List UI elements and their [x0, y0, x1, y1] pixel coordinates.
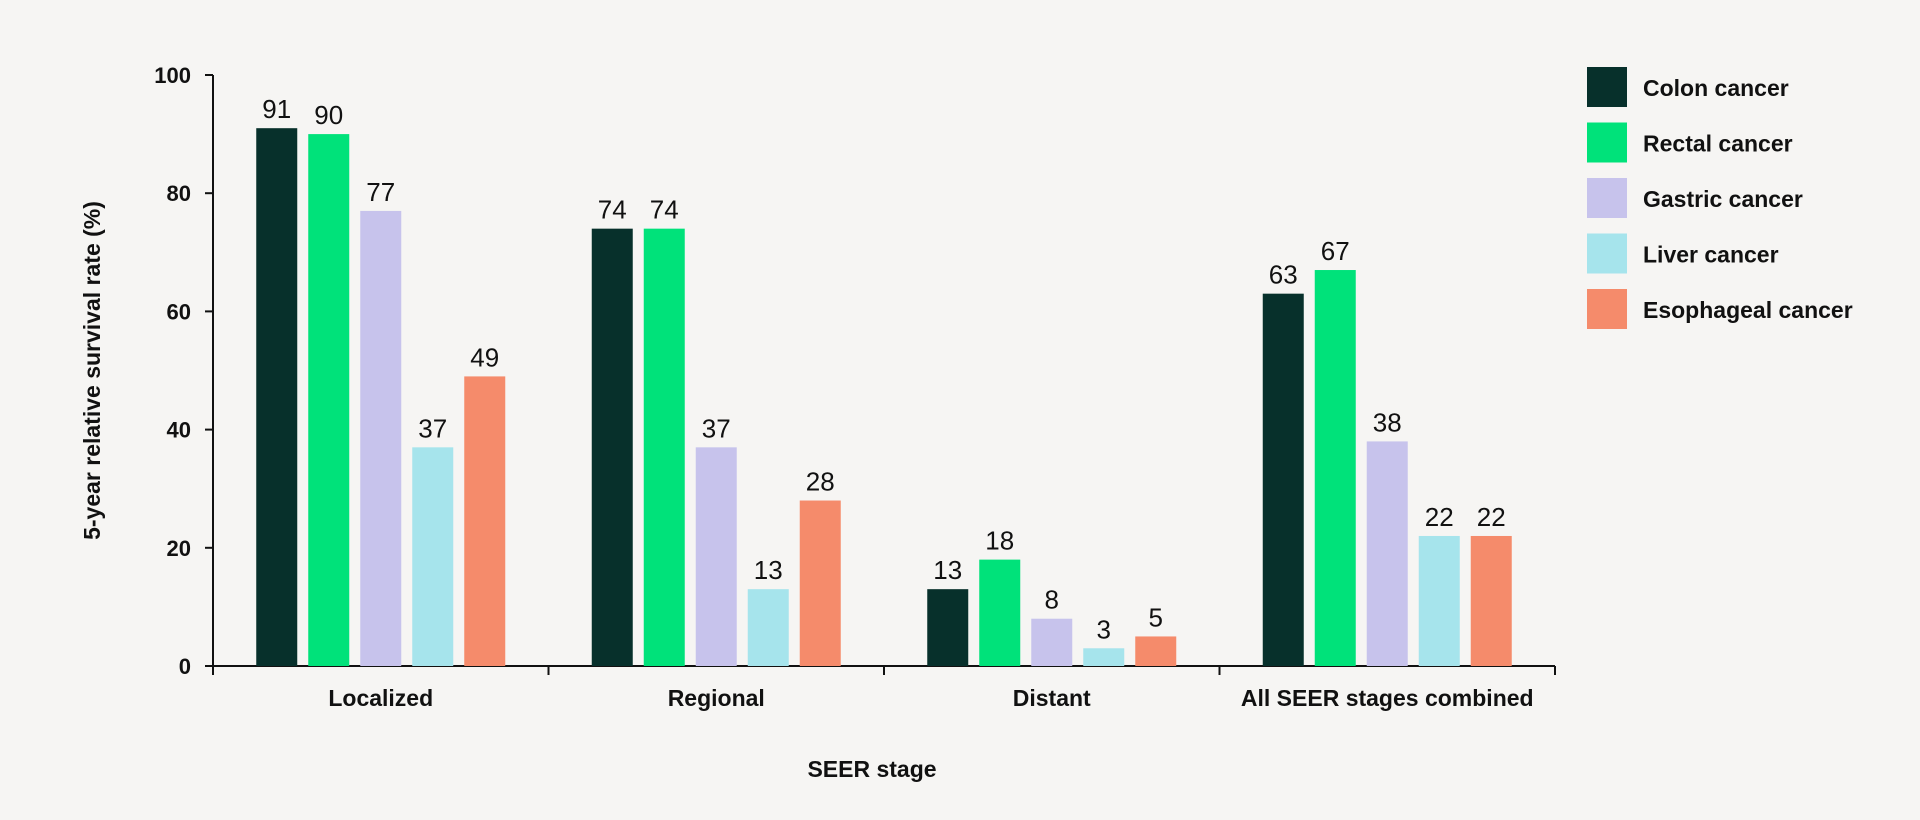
x-tick-label: Distant: [1013, 685, 1091, 711]
data-labels: 91 90 77 37 49 74 74 37 13 28 13 18 8 3 5 63 67 38 22 22: [262, 94, 1505, 644]
legend-swatch: [1587, 122, 1627, 163]
bar: [643, 228, 685, 666]
bar: [256, 128, 298, 666]
data-label: 63: [1269, 260, 1298, 290]
y-tick-label: 80: [167, 181, 191, 206]
data-label: 67: [1321, 236, 1350, 266]
bar: [799, 500, 841, 666]
data-label: 22: [1477, 502, 1506, 532]
data-label: 90: [314, 100, 343, 130]
data-label: 13: [754, 555, 783, 585]
y-tick-label: 0: [179, 654, 191, 679]
x-tick-label: All SEER stages combined: [1241, 685, 1534, 711]
data-label: 37: [702, 413, 731, 443]
bar: [979, 559, 1021, 666]
bar: [1031, 618, 1073, 666]
legend-label: Rectal cancer: [1643, 131, 1793, 157]
legend-label: Colon cancer: [1643, 75, 1789, 101]
data-label: 3: [1097, 614, 1111, 644]
bar: [1314, 270, 1356, 666]
bar: [1418, 535, 1460, 666]
legend-swatch: [1587, 289, 1627, 329]
bar: [308, 134, 350, 667]
data-label: 5: [1149, 602, 1163, 632]
data-label: 74: [650, 195, 679, 225]
data-label: 37: [418, 413, 447, 443]
legend-label: Liver cancer: [1643, 242, 1779, 268]
legend-label: Esophageal cancer: [1643, 297, 1853, 323]
bar: [412, 447, 454, 666]
data-label: 77: [366, 177, 395, 207]
bar: [1366, 441, 1408, 666]
bar: [464, 376, 506, 666]
bar: [747, 589, 789, 666]
bar: [1135, 636, 1177, 666]
legend-swatch: [1587, 67, 1627, 107]
legend-swatch: [1587, 178, 1627, 218]
y-tick-label: 100: [154, 63, 191, 88]
data-label: 13: [933, 555, 962, 585]
x-axis-title: SEER stage: [807, 756, 936, 782]
data-label: 28: [806, 467, 835, 497]
bar: [1470, 535, 1512, 666]
y-tick-label: 40: [167, 418, 191, 443]
legend-label: Gastric cancer: [1643, 186, 1803, 212]
x-tick-label: Localized: [328, 685, 433, 711]
bar: [695, 447, 737, 666]
y-tick-label: 60: [167, 299, 191, 324]
bar: [927, 589, 969, 666]
bar: [360, 210, 402, 666]
bar: [1262, 293, 1304, 666]
y-axis-title: 5-year relative survival rate (%): [79, 201, 105, 540]
bar: [1083, 648, 1125, 666]
legend: Colon cancer Rectal cancer Gastric cancer L…: [1587, 67, 1853, 329]
y-tick-label: 20: [167, 536, 191, 561]
data-label: 18: [985, 526, 1014, 556]
data-label: 91: [262, 94, 291, 124]
data-label: 22: [1425, 502, 1454, 532]
data-label: 74: [598, 195, 627, 225]
data-label: 8: [1045, 585, 1059, 615]
x-tick-label: Regional: [668, 685, 765, 711]
bars: [256, 128, 1512, 667]
legend-swatch: [1587, 233, 1627, 274]
data-label: 49: [470, 342, 499, 372]
axes: 0 20 40 60 80 100 Localized Regional Distant All …: [154, 63, 1556, 711]
bar: [591, 228, 633, 666]
data-label: 38: [1373, 407, 1402, 437]
